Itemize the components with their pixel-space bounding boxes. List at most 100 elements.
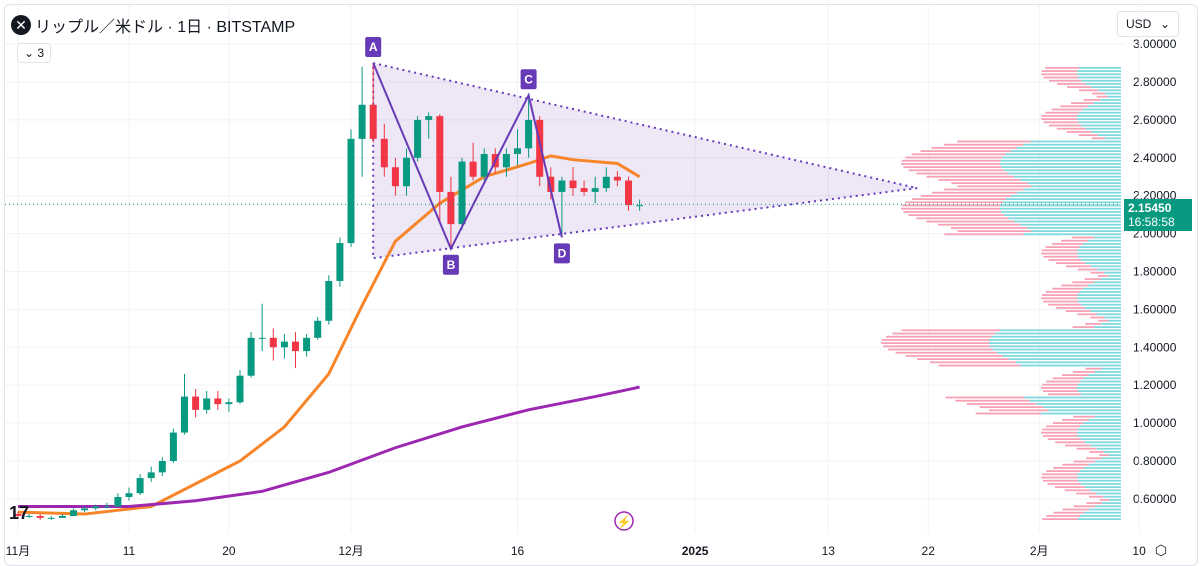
volume-profile-bar: [1094, 326, 1121, 328]
candle: [114, 497, 122, 507]
volume-profile-bar: [1083, 422, 1121, 424]
candle: [403, 157, 410, 187]
currency-select[interactable]: USD ⌄: [1117, 11, 1179, 37]
volume-profile-bar: [1081, 124, 1121, 127]
volume-profile-bar: [1041, 252, 1078, 255]
pattern-label-text: D: [558, 246, 567, 260]
volume-profile-bar: [926, 175, 1015, 178]
y-tick-label: 1.20000: [1133, 378, 1177, 392]
candle: [158, 461, 166, 473]
volume-profile-bar: [1101, 278, 1121, 280]
volume-profile-bar: [1079, 291, 1121, 293]
volume-profile-bar: [1073, 505, 1096, 508]
volume-profile-bar: [1083, 99, 1101, 101]
volume-profile-bar: [1057, 83, 1086, 85]
volume-profile-bar: [1008, 358, 1121, 360]
volume-profile-bar: [990, 345, 1121, 348]
volume-profile-bar: [908, 214, 1005, 216]
volume-profile-bar: [1004, 214, 1121, 216]
candle: [325, 280, 333, 321]
volume-profile-bar: [1101, 457, 1121, 460]
volume-profile-bar: [950, 227, 1028, 229]
volume-profile-bar: [1020, 223, 1121, 226]
volume-profile-bar: [1073, 415, 1095, 418]
y-tick-label: 0.80000: [1133, 454, 1177, 468]
volume-profile-bar: [1008, 217, 1121, 220]
symbol-title-text: リップル／米ドル · 1日 · BITSTAMP: [35, 19, 296, 36]
candle: [314, 320, 322, 338]
volume-profile-bar: [1001, 166, 1121, 168]
volume-profile-bar: [1055, 441, 1085, 444]
volume-profile-bar: [881, 342, 990, 344]
volume-profile-bar: [992, 348, 1121, 351]
candle: [580, 188, 588, 192]
volume-profile-bar: [1084, 441, 1121, 444]
volume-profile-bar: [956, 140, 1031, 143]
volume-profile-bar: [1091, 137, 1105, 140]
currency-value: USD: [1126, 17, 1152, 31]
x-tick-label: 12月: [338, 544, 363, 558]
candle: [380, 138, 388, 168]
candle: [514, 148, 521, 155]
triangle-pattern: [372, 61, 918, 260]
volume-profile-bar: [991, 335, 1121, 338]
volume-profile-bar: [1088, 239, 1121, 242]
candle: [391, 167, 399, 187]
volume-profile-bar: [1013, 220, 1121, 223]
volume-profile-bar: [1042, 473, 1078, 476]
volume-profile-bar: [1097, 268, 1121, 271]
x-tick-label: 13: [822, 544, 836, 558]
volume-profile-bar: [901, 159, 1001, 162]
volume-profile-bar: [1094, 371, 1121, 373]
volume-profile-bar: [1088, 495, 1104, 498]
indicators-toggle-button[interactable]: ⌄ 3: [17, 43, 52, 63]
candle: [47, 517, 55, 519]
price-chart[interactable]: 3.000002.800002.600002.400002.200002.000…: [5, 5, 1197, 565]
volume-profile-bar: [1055, 486, 1085, 488]
volume-profile-bar: [1105, 92, 1121, 95]
candle: [147, 472, 155, 479]
volume-profile-bar: [1076, 447, 1097, 450]
candle: [303, 337, 311, 352]
volume-profile-bar: [1046, 425, 1080, 428]
volume-profile-bar: [957, 230, 1032, 232]
volume-profile-bar: [1079, 111, 1121, 114]
volume-profile-bar: [1041, 73, 1078, 76]
volume-profile-bar: [1077, 249, 1121, 252]
pattern-label-C: [520, 69, 537, 90]
volume-profile-bar: [1023, 233, 1121, 236]
volume-profile-bar: [951, 182, 1028, 184]
symbol-title[interactable]: ✕ リップル／米ドル · 1日 · BITSTAMP: [11, 13, 295, 37]
volume-profile-bar: [931, 147, 1017, 149]
volume-profile-bar: [1041, 476, 1078, 479]
volume-profile-bar: [1077, 431, 1121, 434]
volume-profile-bar: [1052, 377, 1084, 380]
volume-profile-bar: [1077, 294, 1121, 296]
volume-profile-bar: [888, 348, 993, 351]
volume-profile-bar: [1109, 454, 1121, 456]
volume-profile-bar: [1045, 67, 1080, 69]
candle: [536, 119, 544, 177]
volume-profile-bar: [955, 399, 1030, 402]
volume-profile-bar: [1077, 73, 1121, 76]
volume-profile-bar: [1043, 406, 1121, 408]
volume-profile-bar: [1071, 102, 1094, 104]
volume-profile-bar: [1041, 249, 1078, 252]
volume-profile-bar: [1065, 310, 1091, 312]
volume-profile-bar: [1079, 89, 1098, 92]
candle: [602, 176, 610, 189]
volume-profile-bar: [1078, 435, 1121, 437]
volume-profile-bar: [1000, 163, 1121, 165]
volume-profile-bar: [944, 233, 1024, 236]
volume-profile-bar: [1036, 403, 1121, 405]
x-tick-label: 2月: [1030, 544, 1049, 558]
volume-profile-bar: [920, 195, 1011, 197]
candle: [425, 116, 433, 120]
chevron-down-icon: ⌄: [24, 46, 35, 60]
volume-profile-bar: [1055, 307, 1086, 309]
xrp-logo-icon: ✕: [11, 15, 31, 35]
volume-profile-bar: [1066, 265, 1091, 268]
volume-profile-bar: [1000, 204, 1121, 207]
volume-profile-bar: [989, 342, 1121, 344]
volume-profile-bar: [885, 335, 992, 338]
